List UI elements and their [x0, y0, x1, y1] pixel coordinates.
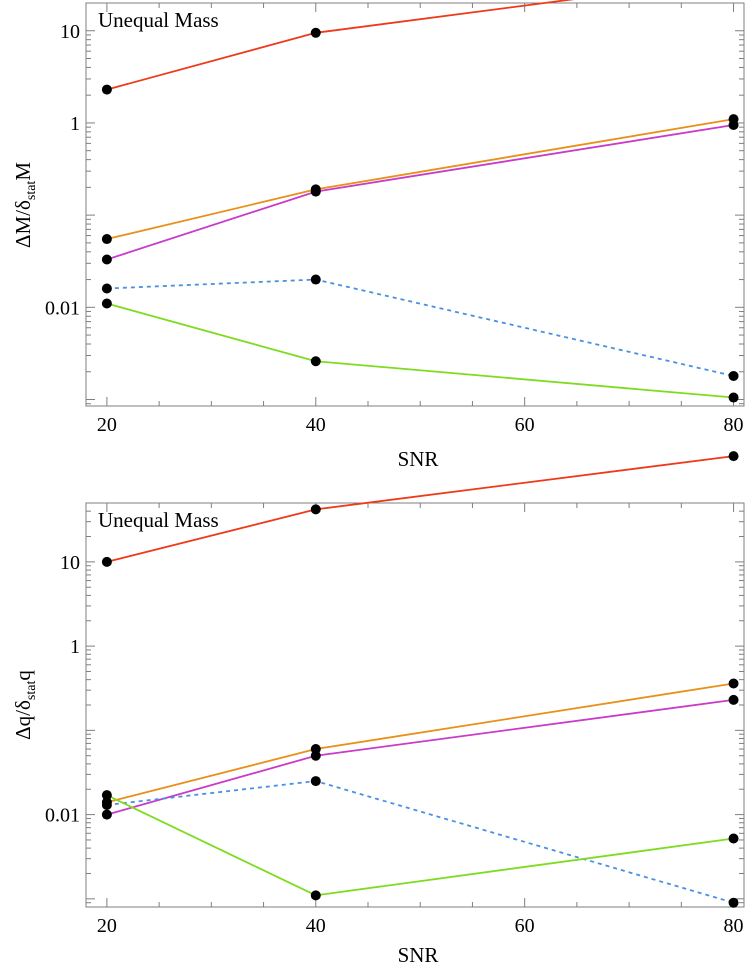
y-tick-label: 0.01	[45, 297, 80, 319]
series-5-point	[101, 790, 112, 801]
y-axis-label: Δq/δstatq	[11, 670, 39, 740]
series-1-point	[310, 27, 321, 38]
series-5-point	[728, 833, 739, 844]
series-4-point	[728, 370, 739, 381]
series-line-3	[106, 698, 734, 816]
series-2-point	[728, 678, 739, 689]
series-line-2	[106, 118, 734, 240]
series-4-point	[101, 283, 112, 294]
chart-1: 20 40 60 80 0.01 1 10 SNR ΔM/δstatM Unequal Mass	[11, 0, 745, 471]
series-3-point	[728, 119, 739, 130]
x-axis-label: SNR	[398, 447, 439, 471]
series-4-point	[310, 776, 321, 787]
series-line-4	[106, 278, 734, 377]
chart-2: 20 40 60 80 0.01 1 10 SNR Δq/δstatq Unequal Mass	[11, 451, 745, 965]
plot-frame	[85, 2, 745, 407]
series-2-point	[101, 234, 112, 245]
x-tick-label: 20	[97, 915, 117, 937]
x-tick-label: 80	[724, 915, 744, 937]
series-1-point	[101, 84, 112, 95]
x-tick-label: 40	[306, 915, 326, 937]
y-axis-label: ΔM/δstatM	[11, 162, 39, 248]
series-line-4	[106, 780, 734, 904]
series-3-point	[728, 694, 739, 705]
series-line-5	[106, 794, 734, 897]
series-4-point	[310, 274, 321, 285]
series-1-point	[728, 451, 739, 462]
x-tick-label: 80	[724, 414, 744, 436]
plot-frame	[85, 502, 745, 908]
x-tick-label: 40	[306, 414, 326, 436]
series-4-point	[101, 799, 112, 810]
series-3-point	[101, 809, 112, 820]
series-5-point	[310, 356, 321, 367]
x-tick-label: 20	[97, 414, 117, 436]
x-tick-label: 60	[515, 915, 535, 937]
chart-annotation: Unequal Mass	[98, 508, 219, 532]
y-tick-label: 10	[60, 552, 80, 574]
series-5-point	[310, 890, 321, 901]
series-5-point	[101, 298, 112, 309]
series-3-point	[310, 750, 321, 761]
y-tick-label: 1	[70, 113, 80, 135]
series-line-2	[106, 682, 734, 804]
y-tick-label: 10	[60, 21, 80, 43]
series-1-point	[101, 556, 112, 567]
x-tick-label: 60	[515, 414, 535, 436]
series-4-point	[728, 897, 739, 908]
chart-annotation: Unequal Mass	[98, 8, 219, 32]
series-3-point	[310, 186, 321, 197]
y-tick-label: 0.01	[45, 805, 80, 827]
series-3-point	[101, 254, 112, 265]
series-5-point	[728, 392, 739, 403]
series-1-point	[310, 504, 321, 515]
y-tick-label: 1	[70, 636, 80, 658]
series-line-3	[106, 124, 734, 261]
series-line-5	[106, 302, 734, 399]
x-axis-label: SNR	[398, 943, 439, 965]
